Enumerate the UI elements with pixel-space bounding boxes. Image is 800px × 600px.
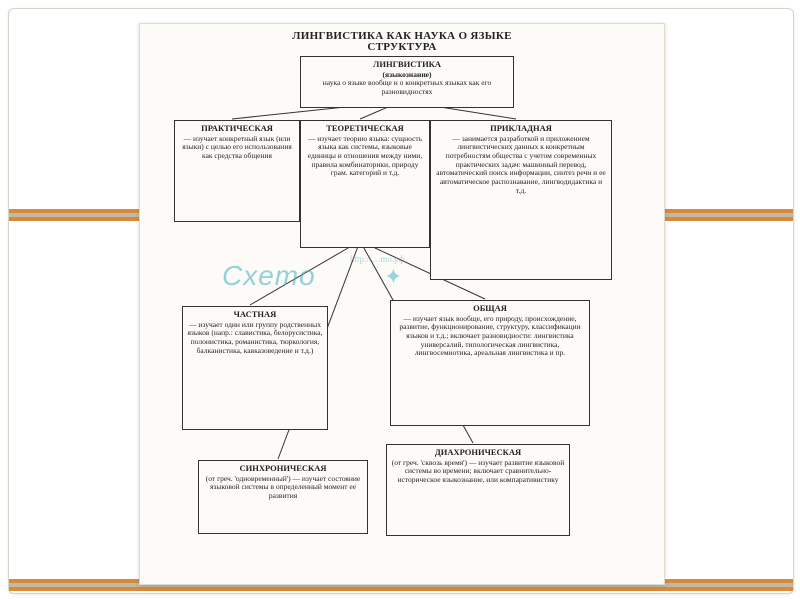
slide-frame: ЛИНГВИСТИКА КАК НАУКА О ЯЗЫКЕ СТРУКТУРА …	[8, 8, 794, 594]
node-head: ЛИНГВИСТИКА	[305, 60, 509, 70]
node-body: (от греч. 'сквозь время') — изучает разв…	[391, 459, 565, 485]
node-body: наука о языке вообще и о конкретных язык…	[305, 79, 509, 96]
node-body: — изучает теорию языка: сущность языка к…	[305, 135, 425, 178]
node-body: — изучает язык вообще, его природу, прои…	[395, 315, 585, 358]
node-theoretical: ТЕОРЕТИЧЕСКАЯ— изучает теорию языка: сущ…	[300, 120, 430, 248]
watermark-icon: ✦	[384, 264, 402, 290]
node-head: ТЕОРЕТИЧЕСКАЯ	[305, 124, 425, 134]
node-diachronic: ДИАХРОНИЧЕСКАЯ(от греч. 'сквозь время') …	[386, 444, 570, 536]
node-body: — изучает один или группу родственных яз…	[187, 321, 323, 356]
node-head: ЧАСТНАЯ	[187, 310, 323, 320]
node-body: — изучает конкретный язык (или языки) с …	[179, 135, 295, 161]
node-head: ОБЩАЯ	[395, 304, 585, 314]
node-synchronic: СИНХРОНИЧЕСКАЯ(от греч. 'одновременный')…	[198, 460, 368, 534]
node-applied: ПРИКЛАДНАЯ— занимается разработкой и при…	[430, 120, 612, 280]
node-head: СИНХРОНИЧЕСКАЯ	[203, 464, 363, 474]
edge-theoretical-particular	[250, 241, 360, 305]
diagram-page: ЛИНГВИСТИКА КАК НАУКА О ЯЗЫКЕ СТРУКТУРА …	[139, 23, 665, 585]
node-general: ОБЩАЯ— изучает язык вообще, его природу,…	[390, 300, 590, 426]
node-body: (от греч. 'одновременный') — изучает сос…	[203, 475, 363, 501]
node-root: ЛИНГВИСТИКА(языкознание)наука о языке во…	[300, 56, 514, 108]
stripe-line	[9, 587, 793, 591]
node-practical: ПРАКТИЧЕСКАЯ— изучает конкретный язык (и…	[174, 120, 300, 222]
page-subtitle: СТРУКТУРА	[140, 41, 664, 53]
node-head: ПРАКТИЧЕСКАЯ	[179, 124, 295, 134]
node-body: — занимается разработкой и приложением л…	[435, 135, 607, 195]
watermark-text: Cxemo	[222, 260, 316, 292]
node-head: ДИАХРОНИЧЕСКАЯ	[391, 448, 565, 458]
node-head: ПРИКЛАДНАЯ	[435, 124, 607, 134]
watermark-url: http://…mo.рф	[350, 254, 405, 264]
node-particular: ЧАСТНАЯ— изучает один или группу родстве…	[182, 306, 328, 430]
